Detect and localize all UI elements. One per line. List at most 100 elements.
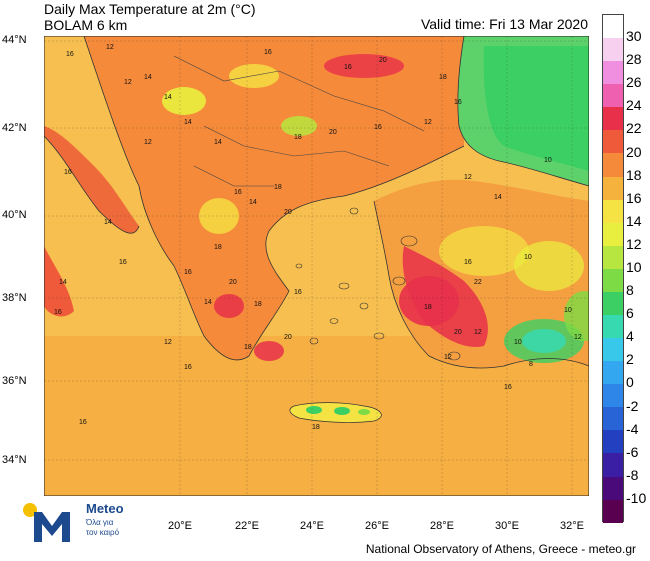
colorbar-swatch <box>603 291 623 316</box>
colorbar-swatch <box>603 176 623 200</box>
contour-value-label: 14 <box>204 299 212 306</box>
colorbar-label: 8 <box>626 282 634 299</box>
balkan-land <box>84 36 464 360</box>
colorbar-label: 4 <box>626 328 634 345</box>
contour-value-label: 18 <box>424 304 432 311</box>
contour-value-label: 12 <box>124 79 132 86</box>
contour-value-label: 12 <box>474 329 482 336</box>
colorbar-swatch <box>603 245 623 269</box>
colorbar-label: -4 <box>626 420 639 437</box>
colorbar-label: 0 <box>626 374 634 391</box>
contour-value-label: 14 <box>184 119 192 126</box>
aegean-islands <box>295 207 461 361</box>
contour-value-label: 16 <box>184 364 192 371</box>
lon-label-28: 28°E <box>430 520 454 532</box>
colorbar-label: 22 <box>626 120 642 137</box>
colorbar-swatch <box>603 338 623 362</box>
logo-name: Meteo <box>86 501 124 516</box>
colorbar-swatch <box>603 84 623 108</box>
contour-value-label: 16 <box>344 64 352 71</box>
contour-value-label: 14 <box>214 139 222 146</box>
colorbar-swatch <box>603 499 623 523</box>
contour-value-label: 16 <box>64 169 72 176</box>
colorbar-label: -8 <box>626 466 639 483</box>
lat-label-36: 36°N <box>2 375 27 387</box>
contour-value-label: 18 <box>214 244 222 251</box>
colorbar-swatch <box>603 361 623 385</box>
colorbar-label: -6 <box>626 443 639 460</box>
colorbar-swatch <box>603 15 623 39</box>
contour-value-label: 10 <box>514 339 522 346</box>
colorbar-swatch <box>603 268 623 292</box>
colorbar-swatch <box>603 107 623 131</box>
contour-value-label: 12 <box>164 339 172 346</box>
lat-label-34: 34°N <box>2 454 27 466</box>
colorbar-label: 26 <box>626 74 642 91</box>
logo-tagline-2: τον καιρό <box>86 528 120 537</box>
colorbar-swatch <box>603 38 623 62</box>
contour-value-label: 16 <box>294 289 302 296</box>
contour-value-label: 16 <box>54 309 62 316</box>
colorbar-swatch <box>603 430 623 454</box>
meteo-logo <box>23 503 70 542</box>
lon-label-32: 32°E <box>560 520 584 532</box>
contour-value-label: 22 <box>474 279 482 286</box>
colorbar-swatch <box>603 153 623 177</box>
colorbar-label: 20 <box>626 143 642 160</box>
lon-label-22: 22°E <box>235 520 259 532</box>
colorbar-label: 2 <box>626 351 634 368</box>
colorbar-label: -10 <box>626 489 647 506</box>
logo-tagline-1: Όλα για <box>86 518 114 527</box>
contour-value-label: 14 <box>59 279 67 286</box>
colorbar-swatch <box>603 199 623 223</box>
lat-label-38: 38°N <box>2 292 27 304</box>
contour-value-label: 16 <box>504 384 512 391</box>
colorbar-label: 16 <box>626 189 642 206</box>
lat-label-40: 40°N <box>2 209 27 221</box>
contour-value-label: 10 <box>564 307 572 314</box>
contour-value-label: 16 <box>464 259 472 266</box>
contour-value-label: 14 <box>249 199 257 206</box>
contour-value-label: 20 <box>229 279 237 286</box>
lon-label-24: 24°E <box>300 520 324 532</box>
colorbar-swatch <box>603 222 623 246</box>
credit-footer: National Observatory of Athens, Greece -… <box>365 542 636 556</box>
contour-value-label: 14 <box>104 219 112 226</box>
contour-value-label: 16 <box>184 269 192 276</box>
map-title: Daily Max Temperature at 2m (°C) <box>44 1 256 17</box>
colorbar-swatch <box>603 315 623 339</box>
graticule <box>44 36 589 496</box>
contour-value-label: 20 <box>379 57 387 64</box>
contour-value-label: 20 <box>284 334 292 341</box>
lon-label-30: 30°E <box>495 520 519 532</box>
colorbar-swatch <box>603 61 623 85</box>
colorbar-label: 30 <box>626 28 642 45</box>
contour-value-label: 16 <box>264 49 272 56</box>
lat-label-42: 42°N <box>2 122 27 134</box>
colorbar-label: 14 <box>626 212 642 229</box>
colorbar-label: 18 <box>626 166 642 183</box>
colorbar-label: 6 <box>626 305 634 322</box>
contour-value-label: 12 <box>444 354 452 361</box>
colorbar-swatch <box>603 453 623 477</box>
contour-value-label: 16 <box>79 419 87 426</box>
contour-value-label: 8 <box>529 361 533 368</box>
colorbar-label: 28 <box>626 51 642 68</box>
contour-value-label: 14 <box>144 74 152 81</box>
contour-value-label: 10 <box>544 157 552 164</box>
italy-warm-zone <box>44 126 139 234</box>
contour-value-label: 12 <box>574 334 582 341</box>
temperature-map: 12 16 14 12 14 16 16 20 18 16 14 12 14 18 20 16 12 18 16 20… <box>44 36 589 496</box>
contour-value-label: 14 <box>164 94 172 101</box>
valid-time-label: Valid time: Fri 13 Mar 2020 <box>420 16 588 32</box>
lon-label-26: 26°E <box>365 520 389 532</box>
contour-value-label: 16 <box>374 124 382 131</box>
contour-value-label: 16 <box>119 259 127 266</box>
contour-value-label: 20 <box>454 329 462 336</box>
temperature-colorbar <box>602 14 624 523</box>
contour-value-label: 20 <box>329 129 337 136</box>
colorbar-label: 10 <box>626 259 642 275</box>
contour-value-label: 16 <box>454 99 462 106</box>
contour-value-label: 10 <box>524 254 532 261</box>
contour-value-label: 16 <box>66 51 74 58</box>
